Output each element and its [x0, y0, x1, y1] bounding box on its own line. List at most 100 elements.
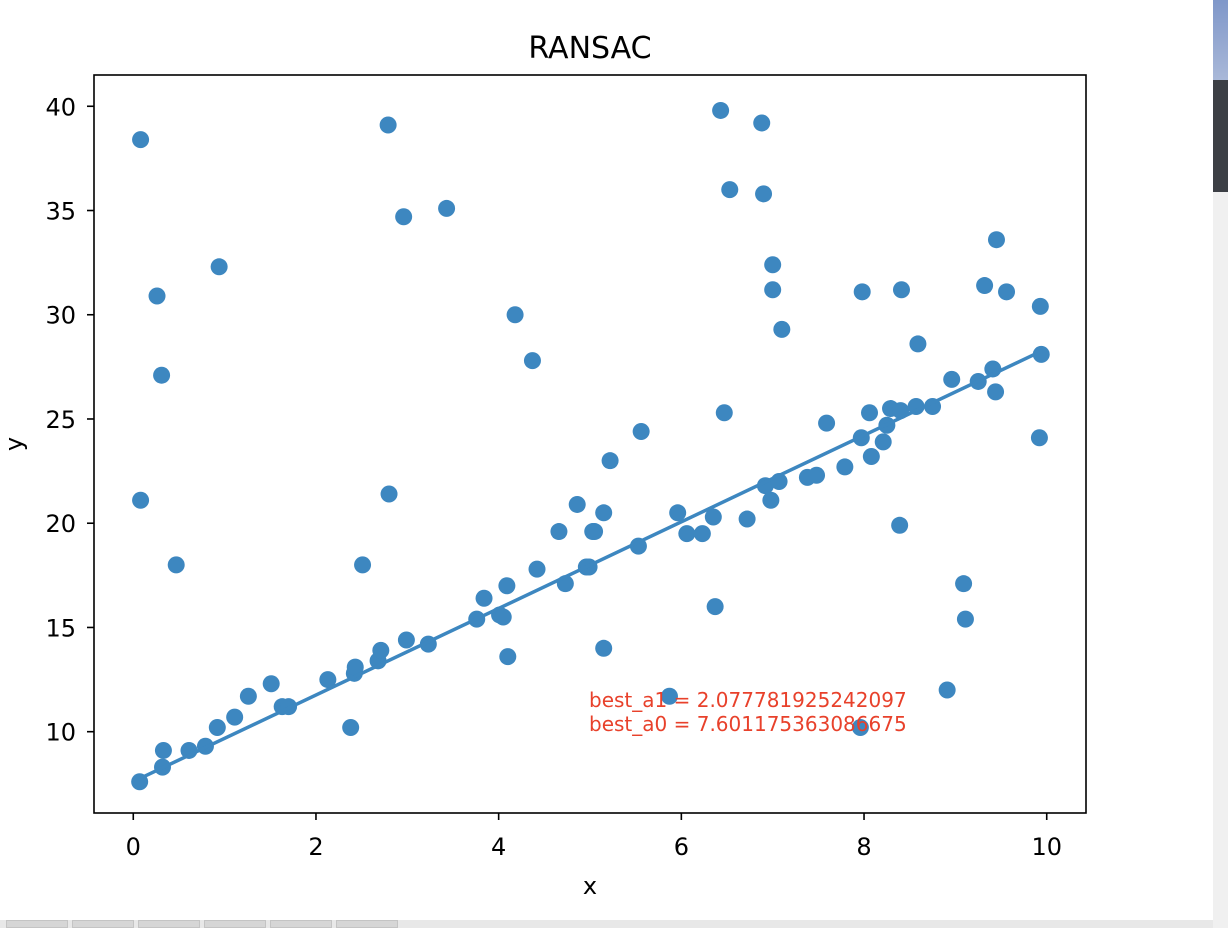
scatter-point: [706, 598, 724, 616]
scatter-point: [568, 495, 586, 513]
scatter-point: [987, 231, 1005, 249]
scatter-layer: [131, 101, 1050, 791]
x-tick-label: 6: [674, 833, 689, 861]
adjacent-window-edge: [1213, 0, 1228, 928]
scatter-point: [909, 335, 927, 353]
scatter-point: [755, 185, 773, 203]
scatter-point: [1031, 297, 1049, 315]
scatter-point: [943, 370, 961, 388]
scatter-point: [499, 648, 517, 666]
scatter-point: [523, 352, 541, 370]
best-a1-annotation: best_a1 = 2.077781925242097: [589, 688, 907, 712]
scatter-point: [955, 575, 973, 593]
scatter-point: [764, 256, 782, 274]
scatter-point: [226, 708, 244, 726]
y-tick-label: 20: [45, 510, 76, 538]
toolbar-tab[interactable]: [336, 920, 398, 928]
scatter-point: [818, 414, 836, 432]
scatter-point: [528, 560, 546, 578]
scatter-point: [153, 366, 171, 384]
y-tick-label: 40: [45, 93, 76, 121]
toolbar-tab[interactable]: [204, 920, 266, 928]
scatter-point: [1032, 345, 1050, 363]
x-tick-label: 0: [126, 833, 141, 861]
scatter-point: [987, 383, 1005, 401]
adjacent-window-top: [1213, 0, 1228, 80]
fit-line: [137, 349, 1043, 781]
x-tick-label: 4: [491, 833, 506, 861]
scatter-point: [438, 199, 456, 217]
x-tick-label: 10: [1031, 833, 1062, 861]
toolbar-tab[interactable]: [72, 920, 134, 928]
toolbar-tab[interactable]: [270, 920, 332, 928]
scatter-point: [132, 491, 150, 509]
scatter-point: [397, 631, 415, 649]
scatter-point: [753, 114, 771, 132]
scatter-point: [498, 577, 516, 595]
toolbar-tab[interactable]: [6, 920, 68, 928]
scatter-point: [693, 525, 711, 543]
axes: 0 2 4 6 8 10 10 15 20 25 30 35 40: [45, 93, 1062, 861]
scatter-point: [853, 283, 871, 301]
y-tick-label: 30: [45, 302, 76, 330]
scatter-point: [494, 608, 512, 626]
scatter-point: [660, 687, 678, 705]
plot-frame: [93, 74, 1087, 814]
scatter-point: [239, 687, 257, 705]
scatter-point: [167, 556, 185, 574]
scatter-point: [861, 404, 879, 422]
scatter-point: [764, 281, 782, 299]
scatter-point: [704, 508, 722, 526]
scatter-point: [262, 675, 280, 693]
scatter-point: [506, 306, 524, 324]
scatter-point: [346, 658, 364, 676]
scatter-point: [976, 277, 994, 295]
scatter-point: [721, 181, 739, 199]
scatter-point: [595, 639, 613, 657]
scatter-point: [1030, 429, 1048, 447]
chart-title: RANSAC: [528, 31, 651, 66]
scatter-point: [712, 101, 730, 119]
scatter-point: [738, 510, 756, 528]
scatter-point: [669, 504, 687, 522]
scatter-point: [892, 281, 910, 299]
y-tick-label: 15: [45, 614, 76, 642]
y-tick-label: 10: [45, 719, 76, 747]
scatter-point: [862, 448, 880, 466]
scatter-point: [874, 433, 892, 451]
scatter-point: [998, 283, 1016, 301]
y-axis-label: y: [0, 437, 28, 451]
scatter-point: [319, 671, 337, 689]
scatter-point: [354, 556, 372, 574]
scatter-point: [678, 525, 696, 543]
scatter-point: [210, 258, 228, 276]
scatter-point: [851, 719, 869, 737]
scatter-point: [601, 452, 619, 470]
scatter-point: [372, 641, 390, 659]
scatter-point: [956, 610, 974, 628]
scatter-point: [379, 116, 397, 134]
toolbar-strip: [0, 920, 1213, 928]
scatter-point: [342, 719, 360, 737]
best-a0-annotation: best_a0 = 7.601175363086675: [589, 712, 907, 736]
scatter-point: [380, 485, 398, 503]
scatter-point: [586, 523, 604, 541]
y-tick-label: 25: [45, 406, 76, 434]
x-axis-label: x: [583, 872, 597, 900]
scatter-point: [808, 466, 826, 484]
scatter-point: [132, 131, 150, 149]
scatter-point: [773, 320, 791, 338]
scatter-point: [715, 404, 733, 422]
scatter-point: [550, 523, 568, 541]
plot-area: [94, 75, 1086, 813]
scatter-point: [836, 458, 854, 476]
scatter-point: [632, 422, 650, 440]
scatter-point: [938, 681, 956, 699]
scatter-point: [208, 719, 226, 737]
toolbar-tab[interactable]: [138, 920, 200, 928]
x-tick-label: 2: [308, 833, 323, 861]
y-tick-label: 35: [45, 198, 76, 226]
scatter-point: [595, 504, 613, 522]
scatter-point: [395, 208, 413, 226]
